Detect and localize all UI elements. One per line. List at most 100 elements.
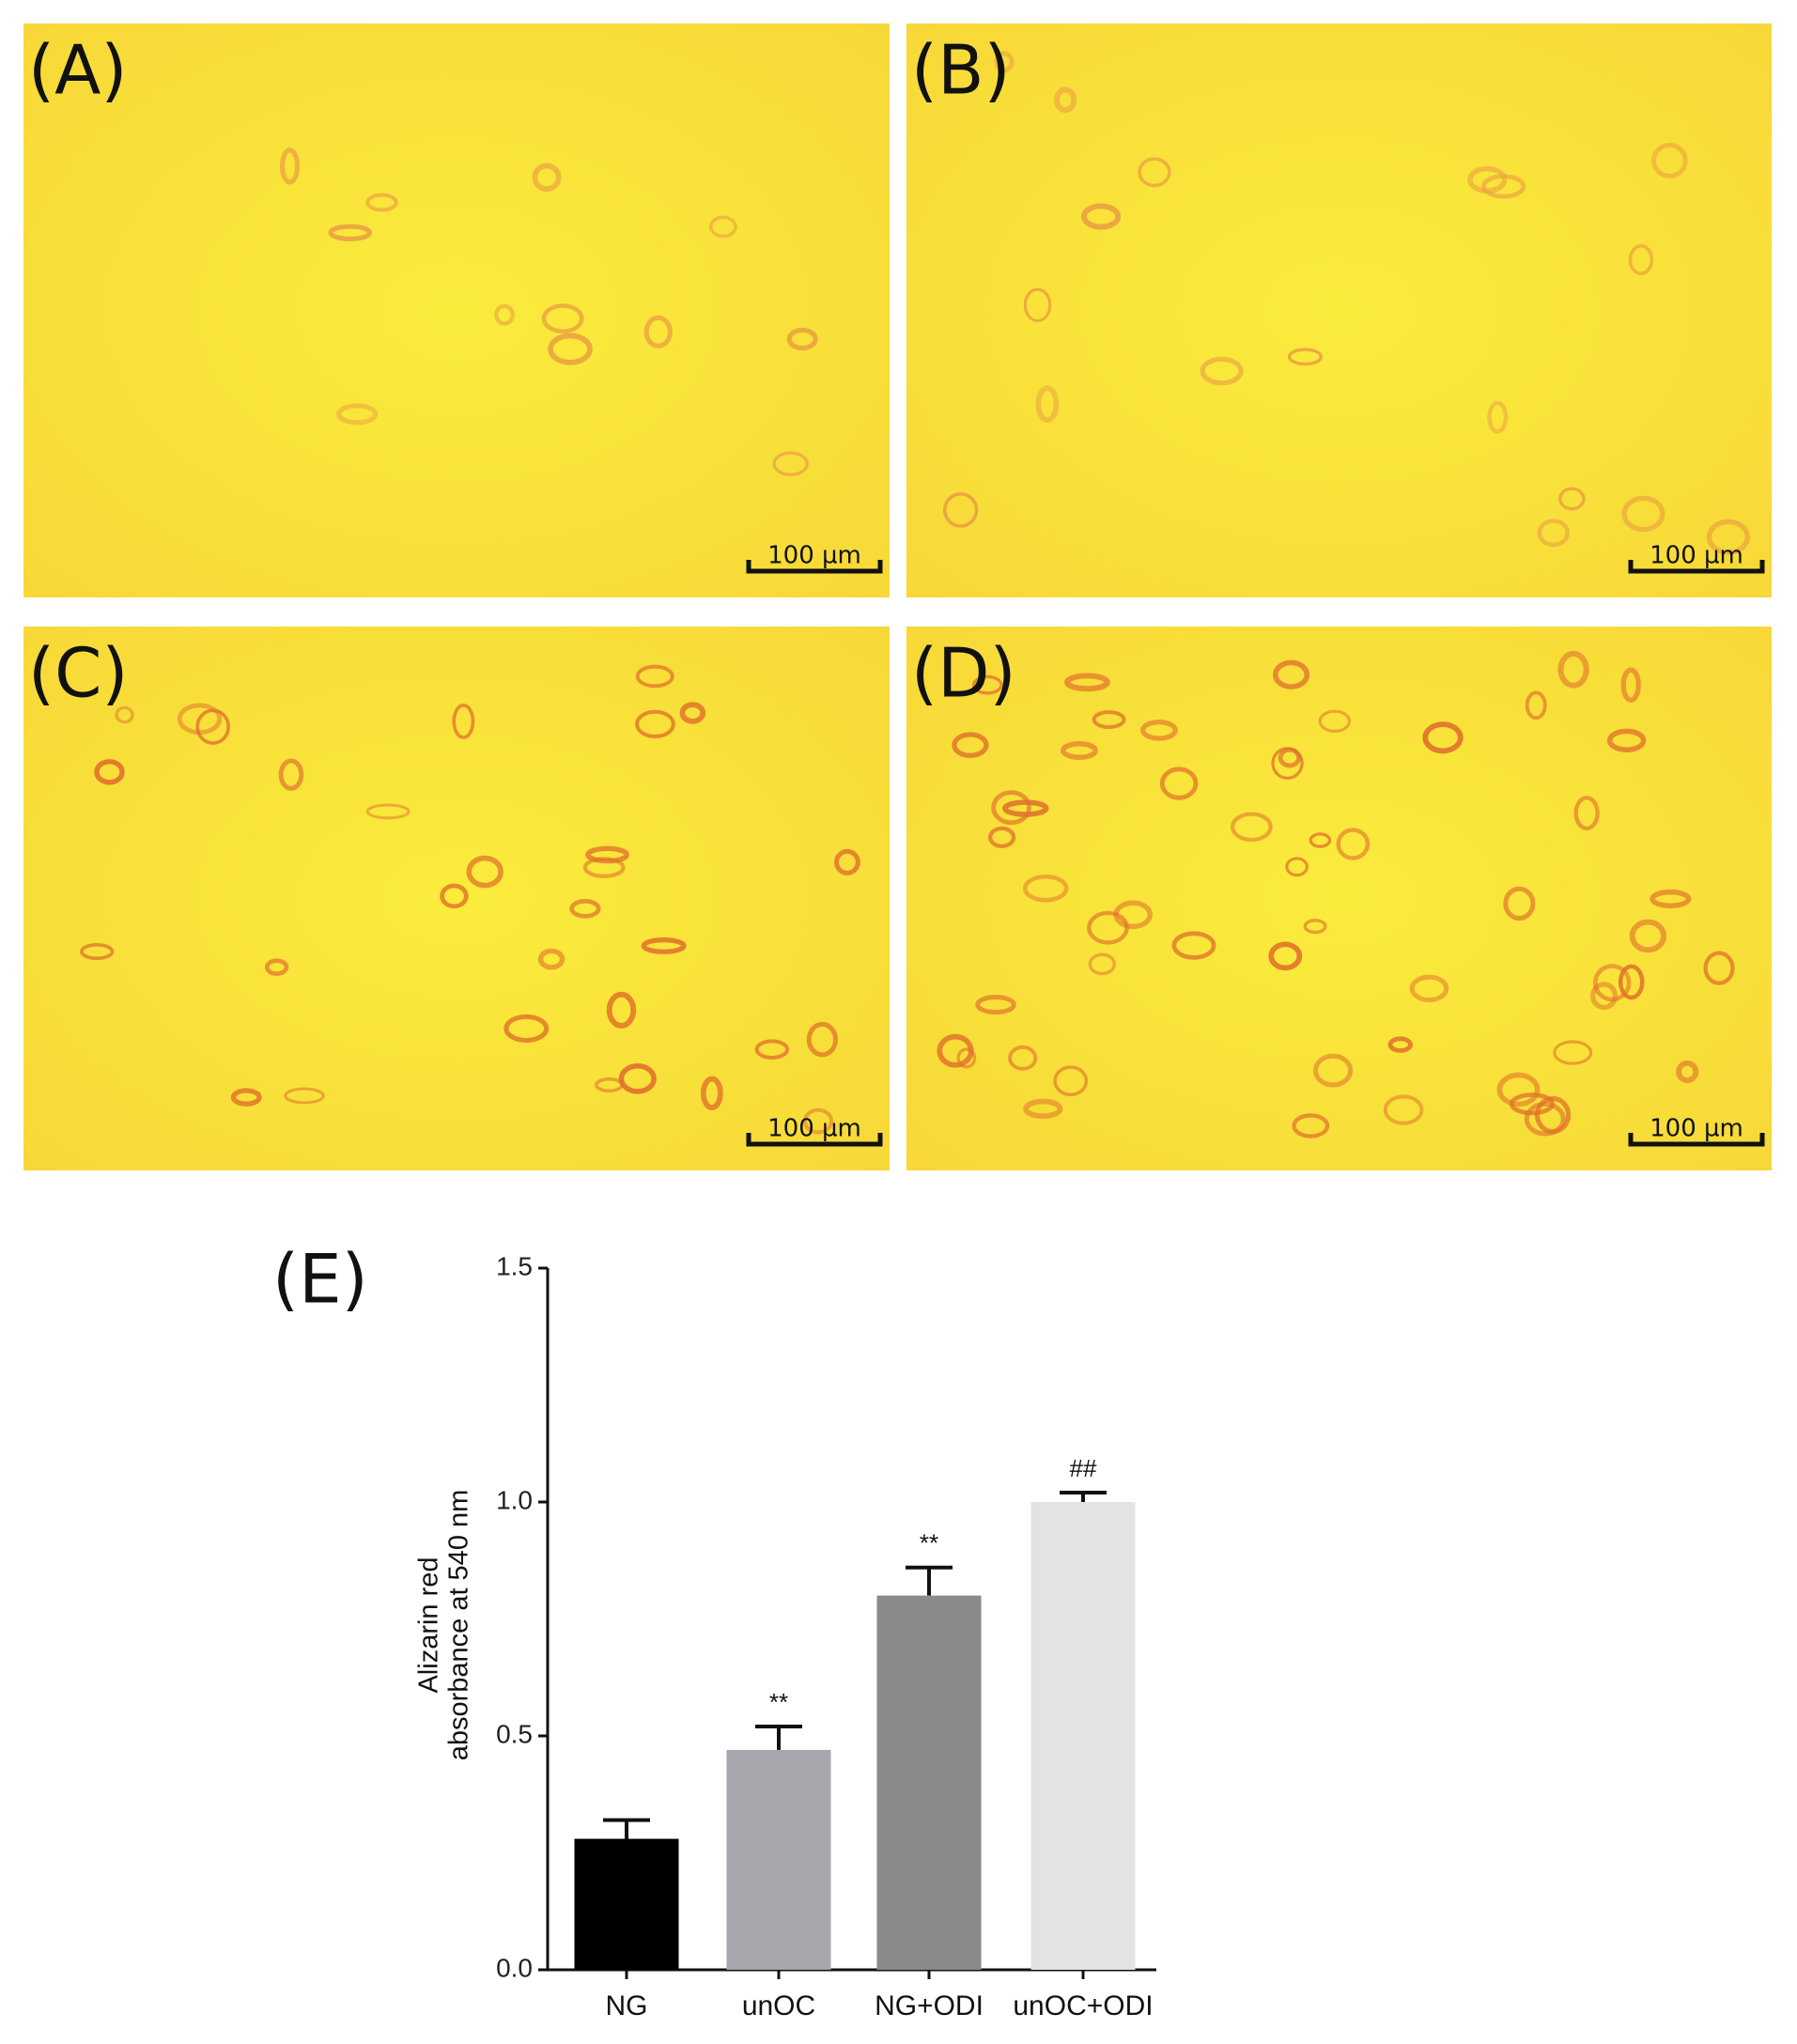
stained-cell bbox=[987, 826, 1016, 848]
panel-label: (D) bbox=[911, 634, 1016, 713]
stained-cell bbox=[1272, 659, 1310, 689]
stained-cell bbox=[802, 1107, 834, 1135]
y-tick-label: 1.0 bbox=[496, 1485, 533, 1514]
micrograph bbox=[906, 23, 1772, 597]
stained-cell bbox=[1171, 931, 1216, 960]
stained-cell bbox=[328, 224, 372, 241]
significance-label: ** bbox=[920, 1529, 938, 1557]
stained-cell bbox=[1628, 243, 1654, 276]
stained-cell bbox=[1387, 1036, 1413, 1053]
stained-cell bbox=[365, 803, 411, 820]
micrograph bbox=[23, 627, 890, 1170]
stained-cell bbox=[1285, 857, 1309, 877]
stained-cell bbox=[1422, 721, 1464, 754]
stained-cell bbox=[585, 845, 629, 864]
stained-cell bbox=[641, 937, 687, 954]
panel-label: (C) bbox=[28, 634, 128, 713]
scale-bar bbox=[1628, 1133, 1765, 1147]
stained-cell bbox=[177, 703, 223, 736]
stained-cell bbox=[1035, 385, 1060, 424]
scale-bar bbox=[746, 560, 883, 574]
stained-cell bbox=[1467, 165, 1508, 194]
stained-cell bbox=[1606, 728, 1647, 752]
bar-chart: (E) 0.0 0.5 1.0 1.5 Alizarin red absorbance at… bbox=[272, 1240, 1156, 2021]
stained-cell bbox=[94, 759, 125, 785]
bar bbox=[876, 1595, 982, 1970]
panel-label: (B) bbox=[911, 31, 1011, 110]
stained-cell bbox=[440, 883, 469, 909]
stained-cell bbox=[1268, 941, 1303, 971]
stained-cell bbox=[1023, 287, 1052, 323]
x-tick-label: unOC+ODI bbox=[1013, 1990, 1153, 2021]
stained-cell bbox=[618, 1063, 657, 1094]
stained-cell bbox=[1409, 974, 1449, 1003]
stained-cell bbox=[1553, 1040, 1593, 1065]
stained-cell bbox=[1008, 1045, 1038, 1071]
stained-cell bbox=[937, 1033, 974, 1068]
stained-cell bbox=[956, 1047, 977, 1069]
stained-cell bbox=[230, 1088, 262, 1107]
stained-cell bbox=[1383, 1094, 1424, 1125]
x-tick-label: NG+ODI bbox=[875, 1990, 984, 2021]
bar bbox=[726, 1749, 831, 1970]
significance-label: ## bbox=[1070, 1454, 1097, 1482]
x-tick-label: NG bbox=[606, 1990, 648, 2021]
stained-cell bbox=[365, 193, 398, 212]
stained-cell bbox=[1524, 1101, 1566, 1137]
stained-cell bbox=[1537, 519, 1570, 548]
stained-cell bbox=[1629, 919, 1667, 953]
stained-cell bbox=[1557, 650, 1589, 689]
stained-cell bbox=[1113, 900, 1153, 929]
stained-cell bbox=[806, 1021, 838, 1058]
stained-cell bbox=[1509, 1092, 1556, 1116]
stained-cell bbox=[80, 942, 115, 961]
stained-cell bbox=[1303, 919, 1327, 935]
significance-label: ** bbox=[769, 1688, 788, 1716]
stained-cell bbox=[942, 492, 979, 528]
stained-cell bbox=[1487, 400, 1509, 434]
stained-cell bbox=[606, 991, 637, 1029]
stained-cell bbox=[279, 147, 301, 185]
scale-bar-label: 100 µm bbox=[1650, 1115, 1743, 1143]
stained-cell bbox=[1573, 796, 1600, 831]
stained-cell bbox=[1231, 812, 1273, 843]
stained-cell bbox=[1023, 875, 1069, 903]
stained-cell bbox=[1558, 487, 1586, 511]
y-tick-label: 0.5 bbox=[496, 1719, 533, 1748]
stained-cell bbox=[1503, 886, 1536, 921]
stained-cell bbox=[336, 403, 379, 426]
stained-cell bbox=[833, 848, 860, 875]
stained-cell bbox=[1618, 964, 1645, 1000]
scale-bar-label: 100 µm bbox=[1650, 542, 1743, 570]
stained-cell bbox=[635, 664, 674, 689]
stained-cell bbox=[635, 709, 675, 738]
stained-cell bbox=[1159, 766, 1199, 800]
stained-cell bbox=[1271, 747, 1304, 780]
bar bbox=[574, 1838, 679, 1970]
stained-cell bbox=[1200, 356, 1244, 386]
stained-cell bbox=[1590, 982, 1619, 1011]
y-axis-label: absorbance at 540 nm bbox=[444, 1490, 474, 1761]
stained-cell bbox=[991, 790, 1031, 826]
stained-cell bbox=[264, 958, 289, 976]
stained-cell bbox=[1139, 720, 1178, 741]
bar bbox=[1030, 1502, 1136, 1970]
stained-cell bbox=[1706, 519, 1750, 555]
stained-cell bbox=[548, 333, 593, 365]
stained-cell bbox=[1287, 348, 1323, 366]
stained-cell bbox=[1703, 951, 1735, 985]
stained-cell bbox=[1621, 495, 1665, 533]
panel-label: (A) bbox=[28, 31, 127, 110]
stained-cell bbox=[1525, 690, 1547, 720]
stained-cell bbox=[569, 899, 601, 919]
stained-cell bbox=[1496, 1072, 1541, 1107]
scale-bar-label: 100 µm bbox=[767, 542, 861, 570]
stained-cell bbox=[1092, 710, 1126, 729]
stained-cell bbox=[754, 1039, 790, 1060]
scale-bar bbox=[1628, 560, 1765, 574]
stained-cell bbox=[466, 855, 503, 889]
stained-cell bbox=[708, 215, 737, 239]
stained-cell bbox=[700, 1076, 723, 1110]
scale-bar-label: 100 µm bbox=[767, 1115, 861, 1143]
